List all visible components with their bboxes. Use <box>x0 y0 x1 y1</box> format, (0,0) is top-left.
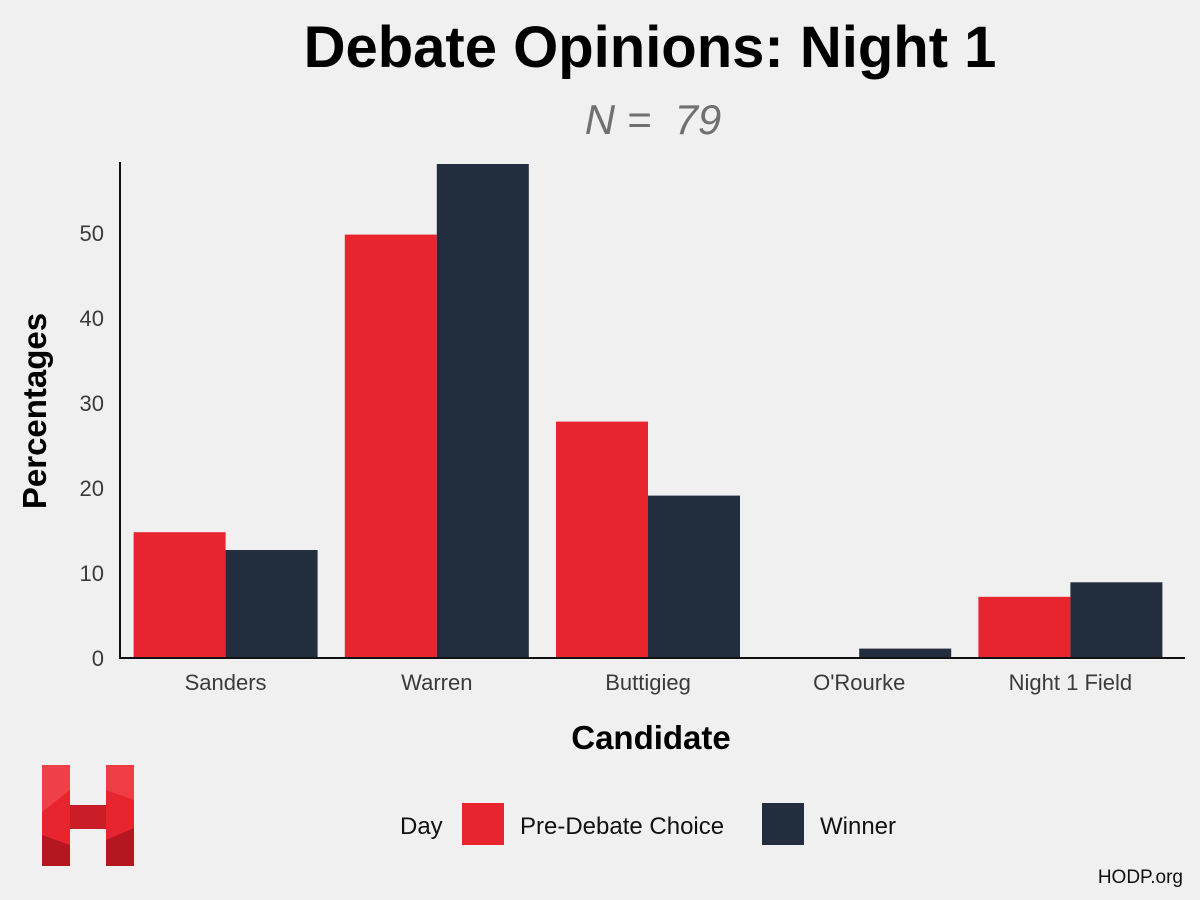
y-tick-label: 40 <box>80 306 104 331</box>
x-tick-label: Warren <box>401 670 472 695</box>
y-tick-label: 20 <box>80 476 104 501</box>
y-tick-label: 0 <box>92 646 104 671</box>
legend: Day Pre-Debate Choice Winner <box>400 803 896 845</box>
bar-winner-2 <box>648 495 740 658</box>
legend-label-winner: Winner <box>820 813 896 840</box>
bar-pre-debate-4 <box>978 596 1071 658</box>
x-tick-label: Buttigieg <box>605 670 691 695</box>
credit-text: HODP.org <box>1098 867 1183 888</box>
x-axis-ticks: Sanders Warren Buttigieg O'Rourke Night 1 Fi… <box>185 670 1133 695</box>
x-tick-label: Sanders <box>185 670 267 695</box>
y-axis-ticks: 0 10 20 30 40 50 <box>80 221 104 671</box>
bar-pre-debate-0 <box>133 532 226 658</box>
x-tick-label: O'Rourke <box>813 670 905 695</box>
x-axis-title: Candidate <box>571 719 731 756</box>
bars <box>133 164 1163 658</box>
legend-title: Day <box>400 813 443 840</box>
bar-winner-4 <box>1070 582 1163 658</box>
chart-title: Debate Opinions: Night 1 <box>304 15 997 80</box>
y-tick-label: 10 <box>80 561 104 586</box>
legend-swatch-pre-debate <box>462 803 504 845</box>
y-tick-label: 30 <box>80 391 104 416</box>
bar-winner-1 <box>436 164 529 658</box>
legend-swatch-winner <box>762 803 804 845</box>
bar-winner-3 <box>859 648 952 658</box>
bar-pre-debate-2 <box>556 421 648 658</box>
y-axis-title: Percentages <box>16 313 53 509</box>
x-tick-label: Night 1 Field <box>1009 670 1133 695</box>
chart-subtitle: N = 79 <box>585 96 722 143</box>
y-tick-label: 50 <box>80 221 104 246</box>
legend-label-pre-debate: Pre-Debate Choice <box>520 813 724 840</box>
bar-pre-debate-1 <box>344 234 437 658</box>
hodp-logo <box>42 765 134 866</box>
bar-winner-0 <box>225 550 318 658</box>
